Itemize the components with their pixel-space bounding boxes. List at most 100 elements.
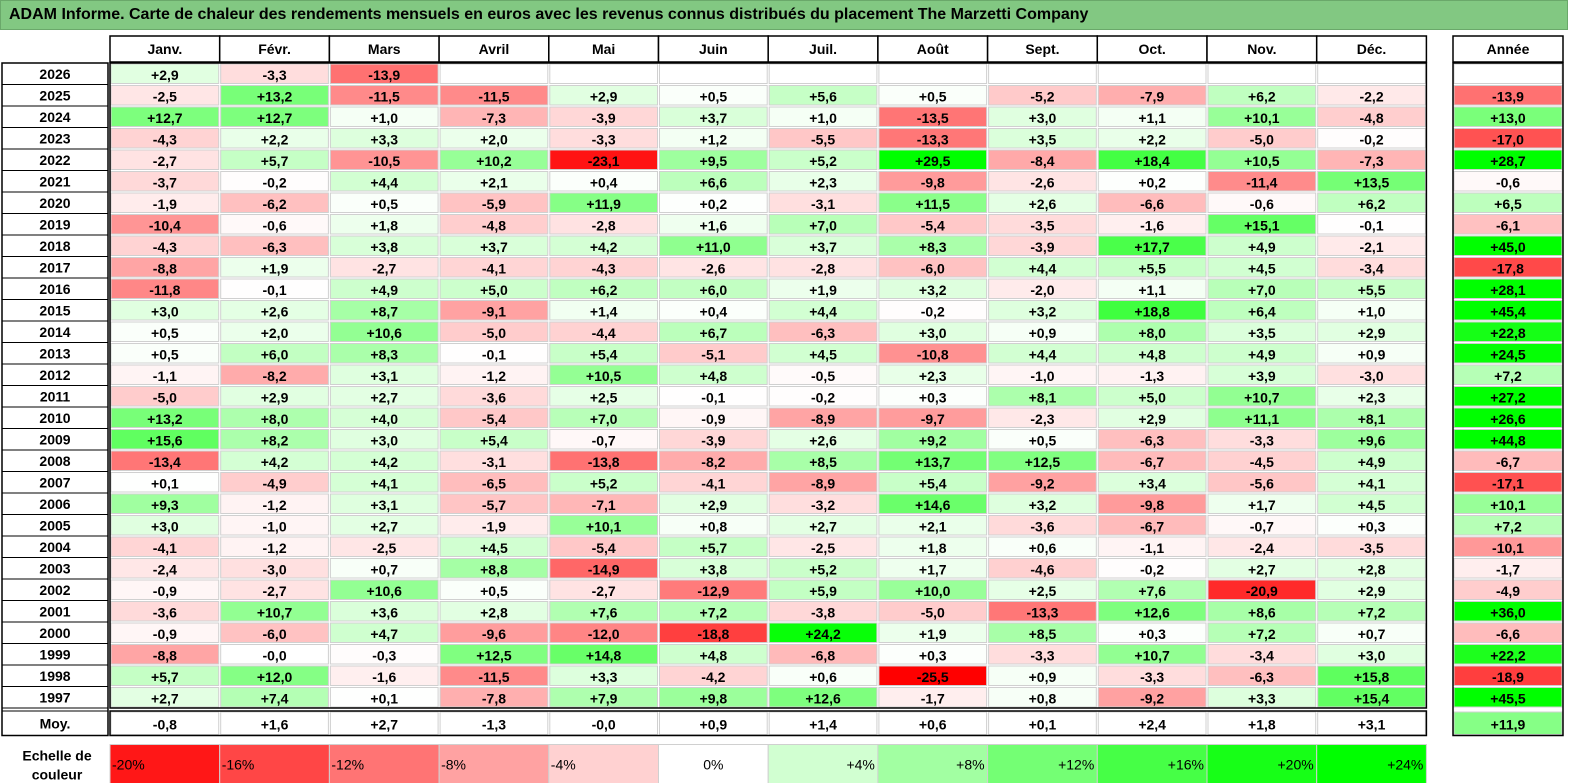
month-header-cell <box>986 35 1099 63</box>
cell-value: -3,5 <box>1359 540 1383 556</box>
cell-value: +15,8 <box>1354 669 1390 685</box>
year-total-value: -18,9 <box>1492 669 1524 685</box>
corner-cell <box>2 36 108 62</box>
heatmap-cell <box>988 149 1097 170</box>
cell-value: -6,0 <box>921 260 945 276</box>
heatmap-cell <box>768 257 878 278</box>
heatmap-cell <box>439 171 549 192</box>
cell-value: -0,9 <box>701 411 725 427</box>
heatmap-cell <box>220 407 329 428</box>
heatmap-cell <box>220 536 329 557</box>
cell-value: +7,6 <box>1138 583 1166 599</box>
heatmap-cell <box>1317 343 1426 364</box>
year-label: 2008 <box>39 453 70 469</box>
heatmap-cell <box>329 429 439 450</box>
heatmap-cell <box>1097 407 1207 428</box>
heatmap-cell <box>988 515 1097 536</box>
heatmap-cell <box>110 278 220 299</box>
heatmap-cell <box>439 579 549 600</box>
heatmap-cell <box>1097 300 1207 321</box>
heatmap-cell <box>1317 257 1426 278</box>
average-cell <box>110 711 220 735</box>
heatmap-cell <box>988 364 1097 385</box>
cell-value: -6,3 <box>262 239 286 255</box>
cell-value: -4,3 <box>592 260 616 276</box>
heatmap-cell <box>1317 192 1426 213</box>
heatmap-cell <box>439 687 549 708</box>
heatmap-cell <box>1317 128 1426 149</box>
heatmap-cell <box>1097 601 1207 622</box>
heatmap-cell <box>1207 622 1317 643</box>
cell-value: -0,5 <box>811 368 835 384</box>
average-cell <box>220 711 329 735</box>
cell-value: -7,9 <box>1140 88 1164 104</box>
cell-value: -7,3 <box>1359 153 1383 169</box>
heatmap-cell <box>659 171 768 192</box>
cell-value: +5,2 <box>809 561 837 577</box>
year-total-value: +6,5 <box>1494 196 1522 212</box>
heatmap-cell <box>549 579 658 600</box>
average-cell <box>1207 711 1317 735</box>
heatmap-cell <box>110 63 220 84</box>
year-total-value: -17,8 <box>1492 260 1524 276</box>
year-label: 2020 <box>39 195 70 211</box>
heatmap-cell <box>549 192 658 213</box>
heatmap-cell <box>878 235 988 256</box>
cell-value: +2,9 <box>1358 583 1386 599</box>
heatmap-cell <box>329 386 439 407</box>
month-header-label: Sept. <box>1025 41 1059 57</box>
heatmap-cell <box>1317 472 1426 493</box>
month-header-label: Juil. <box>809 41 837 57</box>
heatmap-cell <box>220 472 329 493</box>
heatmap-cell <box>1317 63 1426 84</box>
heatmap-cell <box>659 321 768 342</box>
cell-value: +1,7 <box>1248 497 1276 513</box>
year-label: 2013 <box>39 345 70 361</box>
heatmap-cell <box>549 622 658 643</box>
cell-value: -11,5 <box>478 669 509 685</box>
average-value: -0,0 <box>592 716 616 732</box>
cell-value: +11,0 <box>696 239 731 255</box>
heatmap-cell <box>1317 214 1426 235</box>
cell-value: -5,0 <box>482 325 506 341</box>
cell-value: +15,1 <box>1244 217 1280 233</box>
heatmap-cell <box>878 63 988 84</box>
cell-value: +7,0 <box>1248 282 1276 298</box>
cell-value: +2,5 <box>590 389 618 405</box>
cell-value: -3,8 <box>811 604 835 620</box>
cell-value: -5,0 <box>921 604 945 620</box>
heatmap-cell <box>110 321 220 342</box>
heatmap-cell <box>1207 235 1317 256</box>
heatmap-cell <box>329 192 439 213</box>
cell-value: -6,3 <box>811 325 835 341</box>
heatmap-cell <box>329 536 439 557</box>
heatmap-cell <box>659 106 768 127</box>
cell-value: +3,8 <box>700 561 728 577</box>
month-header-cell <box>1096 35 1208 63</box>
cell-value: +8,1 <box>1029 389 1057 405</box>
heatmap-cell <box>768 579 878 600</box>
month-header-label: Juin <box>699 41 728 57</box>
year-total-value: +26,6 <box>1490 411 1526 427</box>
cell-value: -4,1 <box>153 540 177 556</box>
heatmap-cell <box>439 558 549 579</box>
heatmap-cell <box>1317 515 1426 536</box>
cell-value: -9,2 <box>1030 475 1054 491</box>
year-total-value: +10,1 <box>1490 497 1526 513</box>
heatmap-cell <box>220 665 329 686</box>
average-cell <box>329 711 439 735</box>
heatmap-chart: Janv. Févr. Mars Avril Mai Juin Juil. Août Sept.… <box>1 35 1564 783</box>
heatmap-cell <box>659 386 768 407</box>
average-cell <box>988 711 1097 735</box>
heatmap-cell <box>1207 407 1317 428</box>
heatmap-cell <box>439 622 549 643</box>
heatmap-cell <box>659 450 768 471</box>
cell-value: +0,7 <box>1358 626 1386 642</box>
heatmap-cell <box>1097 493 1207 514</box>
year-label: 2010 <box>39 410 70 426</box>
cell-value: +1,1 <box>1138 110 1166 126</box>
cell-value: -3,1 <box>482 454 506 470</box>
cell-value: -10,8 <box>917 346 949 362</box>
cell-value: +6,7 <box>700 325 728 341</box>
cell-value: +3,2 <box>1029 303 1057 319</box>
